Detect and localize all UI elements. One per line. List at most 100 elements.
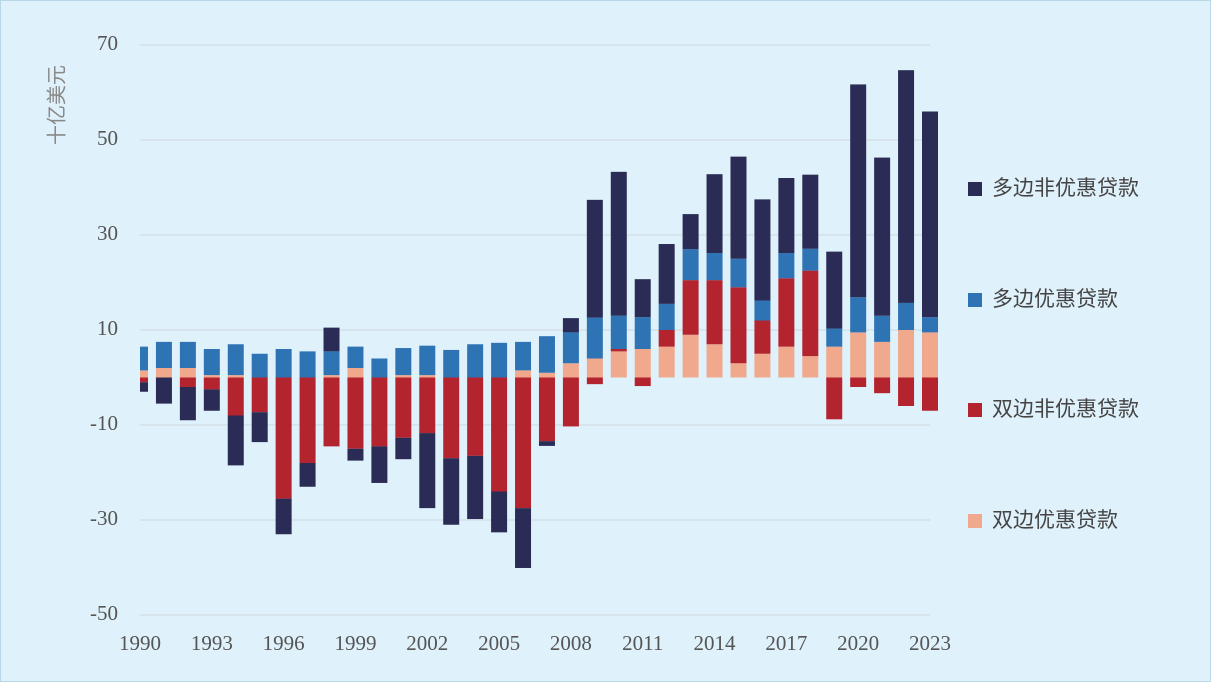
bar-segment [323,351,340,376]
x-tick-label: 2002 [406,631,448,655]
legend-label: 多边非优惠贷款 [992,176,1139,200]
bar-segment [586,358,603,378]
bar-segment [155,368,172,378]
bar-segment [706,253,723,281]
x-tick-label: 1990 [119,631,161,655]
bar-segment [467,455,484,520]
bar-segment [467,344,484,378]
bar-segment [155,377,172,404]
y-axis-label: 十亿美元 [45,65,69,145]
bar-segment [658,244,675,304]
bar-segment [706,174,723,254]
bar-segment [898,302,915,330]
bar-segment [802,248,819,271]
bar-segment [371,446,388,483]
bar-segment [802,174,819,249]
bar-segment [538,336,555,373]
x-tick-label: 2008 [550,631,592,655]
bar-segment [515,377,532,509]
bar-segment [299,463,316,487]
bar-segment [754,199,771,301]
bar-segment [395,348,412,376]
bar-segment [347,448,364,461]
bar-segment [610,315,627,349]
bar-segment [179,387,196,421]
bar-segment [874,341,891,378]
bar-segment [227,415,244,466]
bar-segment [275,377,292,499]
bar-segment [323,375,340,378]
x-tick-label: 2020 [837,631,879,655]
x-tick-label: 2014 [694,631,737,655]
bar-segment [538,377,555,442]
bar-segment [754,353,771,378]
bar-segment [826,328,843,347]
bar-segment [179,377,196,387]
bar-segment [730,363,747,378]
bar-segment [275,349,292,378]
bar-segment [179,368,196,378]
bar-segment [347,346,364,368]
bar-segment [922,332,938,378]
x-tick-label: 2017 [765,631,807,655]
bar-segment [562,332,579,364]
bar-segment [778,178,795,254]
bar-segment [203,375,220,378]
bar-segment [586,317,603,359]
bar-segment [323,377,340,447]
bar-segment [251,412,268,443]
bar-segment [515,341,532,371]
bar-segment [419,377,436,434]
bar-segment [850,297,867,333]
bar-segment [443,458,460,525]
bar-segment [299,377,316,463]
bar-segment [850,84,867,298]
bar-segment [443,377,460,459]
x-tick-label: 1993 [191,631,233,655]
bar-segment [371,377,388,447]
bar-segment [634,279,651,318]
bar-segment [658,346,675,378]
bar-segment [515,370,532,378]
bar-segment [538,441,555,446]
bar-segment [850,332,867,378]
bar-segment [706,280,723,345]
bar-segment [155,341,172,368]
bar-segment [419,345,436,376]
bar-segment [347,368,364,378]
bar-segment [730,156,747,259]
bar-segment [778,253,795,279]
bar-segment [227,377,244,416]
bar-segment [802,356,819,378]
bar-segment [682,249,699,281]
bar-segment [586,199,603,318]
x-tick-label: 1999 [334,631,376,655]
bar-segment [922,377,938,411]
bar-segment [730,258,747,288]
bar-segment [874,315,891,342]
bar-segment [634,377,651,387]
bar-segment [419,375,436,378]
bar-segment [562,377,579,427]
bar-segment [778,278,795,347]
bar-segment [419,433,436,509]
bar-segment [802,270,819,357]
bar-segment [227,375,244,378]
bar-segment [778,346,795,378]
x-tick-label: 2023 [909,631,951,655]
bar-segment [826,377,843,420]
bar-segment [347,377,364,449]
bar-segment [658,303,675,330]
bar-segment [538,372,555,378]
bar-segment [395,375,412,378]
bar-segment [874,157,891,316]
bar-segment [275,498,292,535]
bar-segment [610,349,627,352]
bar-segment [922,111,938,318]
bar-segment [179,341,196,368]
legend-label: 多边优惠贷款 [992,287,1118,311]
bar-segment [658,330,675,347]
bar-segment [754,320,771,354]
y-tick-label: -10 [90,411,118,435]
bar-segment [140,346,148,371]
